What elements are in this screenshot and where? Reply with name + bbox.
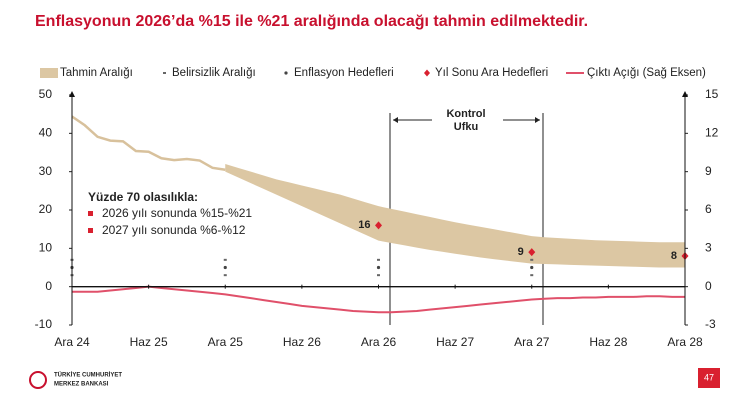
logo-text: TÜRKİYE CUMHURİYET (54, 372, 122, 379)
box-title: Yüzde 70 olasılıkla: (88, 190, 198, 204)
legend-item: Yıl Sonu Ara Hedefleri (424, 67, 548, 79)
y-tick-label: 0 (45, 279, 52, 293)
x-tick-label: Ara 26 (361, 335, 397, 349)
forecast-band (225, 164, 685, 268)
y-tick-label: 20 (39, 202, 53, 216)
y-tick-label: 30 (39, 164, 53, 178)
x-tick-label: Haz 27 (436, 335, 474, 349)
y-tick-label: 40 (39, 126, 53, 140)
y2-tick-label: 12 (705, 126, 719, 140)
y2-tick-label: 9 (705, 164, 712, 178)
page-box (698, 368, 720, 388)
bullet (88, 228, 93, 233)
x-tick-label: Haz 26 (283, 335, 321, 349)
interim-target (375, 221, 382, 230)
box-item: 2026 yılı sonunda %15-%21 (102, 206, 252, 220)
y2-tick-label: -3 (705, 317, 716, 331)
data-label: 9 (518, 246, 524, 258)
bullet (88, 211, 93, 216)
target-dot (530, 265, 534, 270)
page-number: 47 (704, 372, 714, 382)
arrow-head (393, 117, 398, 123)
y2-tick-label: 0 (705, 279, 712, 293)
legend-item: Çıktı Açığı (Sağ Eksen) (566, 67, 706, 79)
legend-swatch (424, 69, 430, 77)
target-dot (223, 265, 227, 270)
y-tick-label: -10 (35, 317, 53, 331)
data-label: 16 (358, 219, 370, 231)
logo-mark (29, 371, 47, 389)
plot-area: 169 8 (70, 115, 689, 314)
annotation-box: Yüzde 70 olasılıkla: 2026 yılı sonunda %… (88, 190, 252, 237)
legend-label: Çıktı Açığı (Sağ Eksen) (587, 67, 706, 79)
legend-item: Belirsizlik Aralığı (163, 67, 256, 79)
legend-label: Yıl Sonu Ara Hedefleri (435, 67, 548, 79)
data-label: 8 (671, 250, 677, 262)
x-tick-label: Ara 24 (54, 335, 90, 349)
legend-item: Enflasyon Hedefleri (284, 67, 394, 79)
axis-arrow (682, 91, 688, 97)
logo-text: MERKEZ BANKASI (54, 382, 109, 388)
x-tick-label: Ara 27 (514, 335, 550, 349)
y2-tick-label: 6 (705, 202, 712, 216)
x-tick-label: Ara 28 (667, 335, 703, 349)
y2-tick-label: 15 (705, 87, 719, 101)
axes (69, 91, 688, 325)
target-dot (376, 265, 381, 270)
legend-item: Tahmin Aralığı (40, 67, 133, 79)
control-horizon: Kontrol Ufku (389, 108, 544, 325)
legend-label: Enflasyon Hedefleri (294, 67, 394, 79)
arrow-head (535, 117, 540, 123)
chart-title: Enflasyonun 2026’da %15 ile %21 aralığın… (35, 13, 588, 30)
y-tick-label: 50 (39, 87, 53, 101)
box-item: 2027 yılı sonunda %6-%12 (102, 223, 246, 237)
axis-arrow (69, 91, 75, 97)
legend-swatch (40, 68, 58, 78)
x-tick-label: Ara 25 (208, 335, 244, 349)
horizon-label: Kontrol (446, 108, 485, 120)
x-tick-label: Haz 25 (130, 335, 168, 349)
x-tick-label: Haz 28 (589, 335, 627, 349)
footer: TÜRKİYE CUMHURİYET MERKEZ BANKASI 47 (29, 368, 720, 389)
interim-target (528, 248, 536, 257)
y2-tick-label: 3 (705, 241, 712, 255)
legend-label: Tahmin Aralığı (60, 67, 133, 79)
series-line (71, 115, 226, 171)
series-line (72, 285, 685, 314)
y-tick-label: 10 (39, 241, 53, 255)
horizon-label: Ufku (454, 121, 478, 133)
legend-label: Belirsizlik Aralığı (172, 67, 256, 79)
legend-swatch (284, 71, 288, 75)
